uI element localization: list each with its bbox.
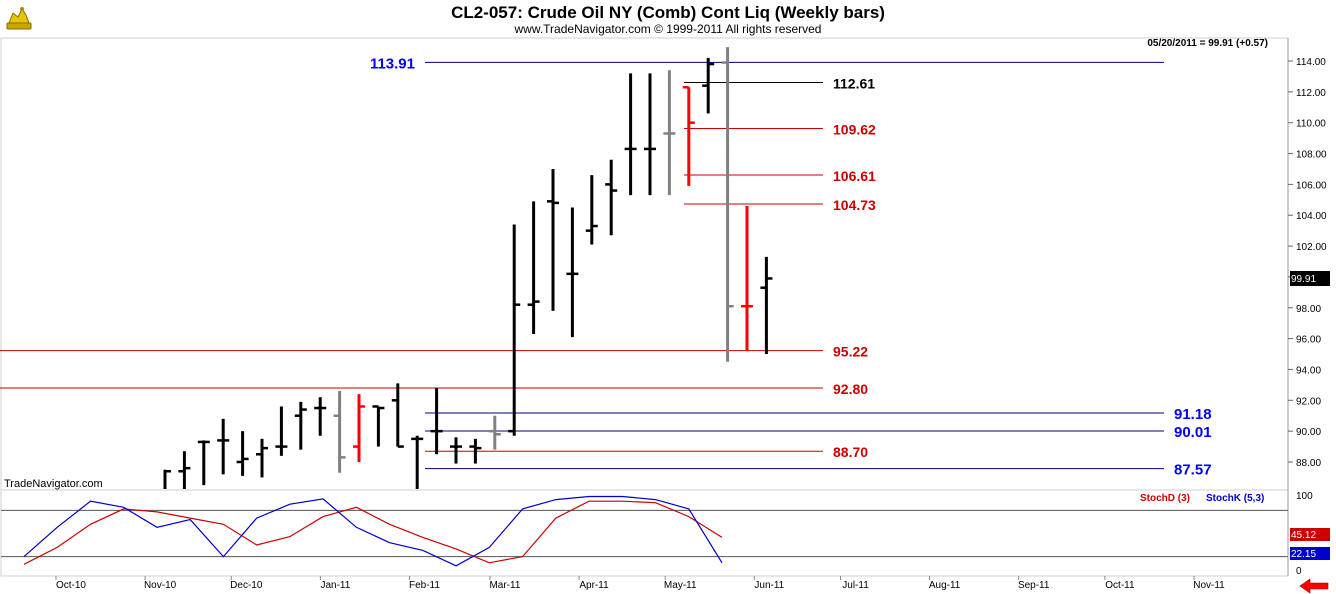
x-tick-label: Nov-10 (144, 580, 177, 591)
ohlc-bar (411, 435, 424, 489)
x-tick-label: Dec-10 (230, 580, 263, 591)
ohlc-bar (741, 205, 753, 351)
ohlc-bar (760, 256, 773, 355)
x-tick-label: Jul-11 (842, 580, 869, 591)
y-tick-label: 90.00 (1296, 427, 1321, 438)
y-tick-label: 102.00 (1296, 242, 1327, 253)
ohlc-bar (217, 418, 230, 475)
chart-title: CL2-057: Crude Oil NY (Comb) Cont Liq (W… (451, 3, 885, 22)
ohlc-bar (644, 73, 656, 196)
stoch-panel-frame (0, 489, 1289, 577)
x-tick-label: Apr-11 (579, 580, 609, 591)
level-label: 112.61 (833, 75, 875, 91)
ohlc-bar (372, 405, 385, 447)
copyright-text: www.TradeNavigator.com © 1999-2011 All r… (514, 22, 822, 36)
ohlc-bar (585, 175, 598, 245)
legend-stochd: StochD (3) (1140, 493, 1190, 504)
price-panel-frame (0, 37, 1289, 491)
ohlc-bar (391, 383, 404, 448)
level-label: 87.57 (1174, 462, 1212, 479)
x-tick-label: Mar-11 (489, 580, 520, 591)
x-tick-label: Oct-10 (56, 580, 86, 591)
level-label: 104.73 (833, 197, 876, 213)
x-tick-label: May-11 (664, 580, 697, 591)
ohlc-bar (508, 224, 521, 436)
legend-stochk: StochK (5,3) (1206, 493, 1264, 504)
level-label: 109.62 (833, 122, 876, 138)
stochd-last-value: 45.12 (1291, 530, 1316, 541)
y-tick-label: 98.00 (1296, 304, 1321, 315)
gold-bull-logo-icon (4, 3, 34, 33)
x-tick-label: Sep-11 (1018, 580, 1050, 591)
x-tick-label: Jan-11 (320, 580, 350, 591)
ohlc-bar (294, 401, 307, 450)
level-label: 90.01 (1174, 424, 1212, 441)
stochk-line (23, 495, 723, 567)
ohlc-bar (256, 438, 268, 478)
stochk-last-value: 22.15 (1291, 549, 1316, 560)
y-tick-label: 112.00 (1296, 88, 1326, 99)
stochd-last-box (1290, 528, 1330, 541)
x-tick-label: Feb-11 (409, 580, 440, 591)
ohlc-bar (702, 57, 715, 114)
ohlc-bar (314, 397, 327, 436)
ohlc-bar (236, 431, 249, 476)
ohlc-bar (450, 437, 462, 464)
watermark: TradeNavigator.com (4, 478, 103, 490)
level-label: 95.22 (833, 344, 868, 360)
y-tick-label: 110.00 (1296, 119, 1326, 130)
level-label: 92.80 (833, 381, 868, 397)
x-tick-label: Aug-11 (929, 580, 961, 591)
ohlc-bar (430, 387, 443, 455)
y-tick-label: 108.00 (1296, 150, 1327, 161)
ohlc-bar (333, 391, 346, 473)
y-tick-label: 114.00 (1296, 57, 1326, 68)
ohlc-bar (178, 451, 191, 489)
ohlc-bar (353, 394, 365, 462)
last-price-box (1290, 271, 1330, 286)
ohlc-bar (547, 168, 559, 311)
level-label: 88.70 (833, 444, 868, 460)
ohlc-bar (682, 85, 695, 186)
y-tick-label: 104.00 (1296, 211, 1327, 222)
y-tick-label: 106.00 (1296, 180, 1327, 191)
y-tick-label: 88.00 (1296, 458, 1321, 469)
level-label: 106.61 (833, 168, 876, 184)
x-tick-label: Oct-11 (1105, 580, 1135, 591)
ohlc-bar (275, 406, 288, 456)
scroll-left-arrow-icon[interactable] (1299, 578, 1329, 594)
ohlc-bar (163, 469, 171, 489)
ohlc-bar (469, 438, 482, 464)
stoch-y-tick-label: 100 (1296, 491, 1313, 502)
x-tick-label: Jun-11 (754, 580, 784, 591)
ohlc-bar (527, 201, 540, 334)
ohlc-bar (624, 73, 637, 196)
level-label: 113.91 (370, 55, 415, 72)
ohlc-bar (605, 159, 618, 236)
ohlc-bar (488, 415, 501, 450)
y-tick-label: 96.00 (1296, 335, 1321, 346)
last-quote: 05/20/2011 = 99.91 (+0.57) (1147, 38, 1268, 49)
level-label: 91.18 (1174, 406, 1212, 423)
x-tick-label: Nov-11 (1193, 580, 1225, 591)
ohlc-bar (197, 440, 210, 486)
ohlc-bar (721, 47, 734, 362)
ohlc-bar (566, 207, 579, 338)
stochk-last-box (1290, 547, 1330, 560)
stoch-y-tick-label: 0 (1296, 566, 1302, 577)
y-tick-label: 94.00 (1296, 365, 1321, 376)
stochd-line (23, 500, 723, 565)
last-price-label: 99.91 (1291, 274, 1316, 285)
ohlc-bar (663, 70, 676, 196)
y-tick-label: 92.00 (1296, 396, 1321, 407)
